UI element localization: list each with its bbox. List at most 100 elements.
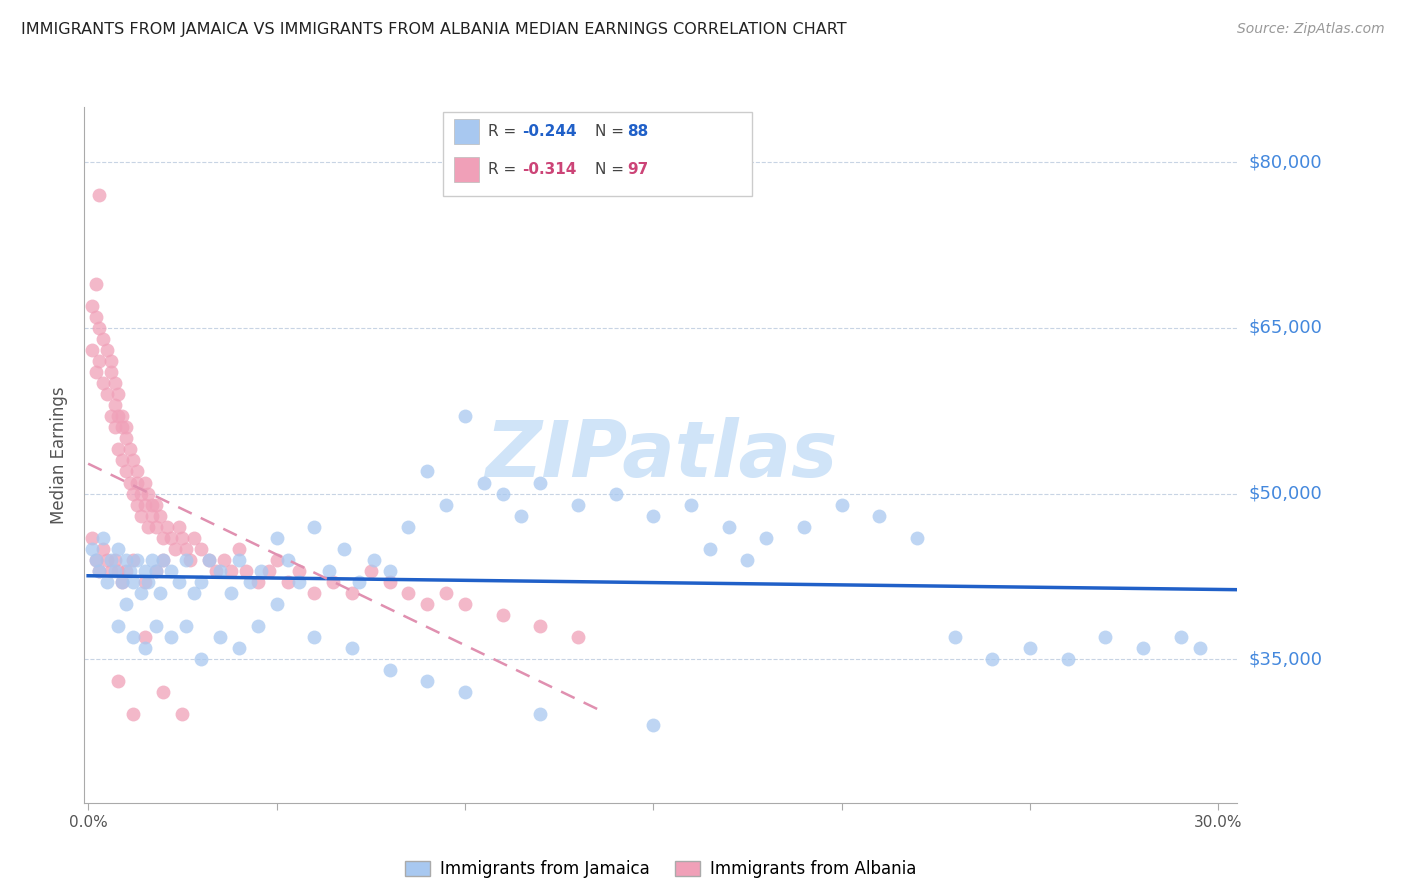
Point <box>266 597 288 611</box>
Point <box>643 508 665 523</box>
Point <box>699 541 721 556</box>
Point <box>103 564 125 578</box>
Point <box>302 519 325 533</box>
Point <box>111 420 134 434</box>
Point <box>91 376 114 391</box>
Point <box>96 574 118 589</box>
Point <box>103 553 125 567</box>
Point <box>605 486 627 500</box>
Point <box>111 409 134 424</box>
Point <box>134 564 156 578</box>
Point <box>363 553 385 567</box>
Point <box>868 508 890 523</box>
Point <box>118 564 141 578</box>
Point <box>156 519 179 533</box>
Text: R =: R = <box>488 124 522 138</box>
Point <box>96 387 118 401</box>
Point <box>529 707 551 722</box>
Point <box>138 519 160 533</box>
Point <box>91 332 114 346</box>
Point <box>172 707 194 722</box>
Point <box>529 475 551 490</box>
Point <box>257 564 280 578</box>
Point <box>717 519 740 533</box>
Text: $80,000: $80,000 <box>1249 153 1322 171</box>
Point <box>266 531 288 545</box>
Point <box>288 574 311 589</box>
Point <box>145 498 167 512</box>
Point <box>567 498 589 512</box>
Point <box>228 541 250 556</box>
Point <box>793 519 815 533</box>
Point <box>416 465 439 479</box>
Point <box>138 574 160 589</box>
Point <box>190 574 212 589</box>
Point <box>114 431 136 445</box>
Point <box>378 564 401 578</box>
Point <box>107 564 129 578</box>
Point <box>114 564 136 578</box>
Point <box>318 564 340 578</box>
Point <box>266 553 288 567</box>
Point <box>129 586 152 600</box>
Text: $50,000: $50,000 <box>1249 484 1322 502</box>
Point <box>277 553 299 567</box>
Point <box>89 321 111 335</box>
Point <box>114 597 136 611</box>
Point <box>1188 641 1211 656</box>
Point <box>1056 652 1078 666</box>
Point <box>114 465 136 479</box>
Point <box>302 586 325 600</box>
Point <box>679 498 702 512</box>
Point <box>190 652 212 666</box>
Point <box>111 453 134 467</box>
Point <box>239 574 262 589</box>
Point <box>84 553 107 567</box>
Text: IMMIGRANTS FROM JAMAICA VS IMMIGRANTS FROM ALBANIA MEDIAN EARNINGS CORRELATION C: IMMIGRANTS FROM JAMAICA VS IMMIGRANTS FR… <box>21 22 846 37</box>
Point <box>416 597 439 611</box>
Point <box>134 641 156 656</box>
Point <box>100 354 122 368</box>
Point <box>183 586 205 600</box>
Point <box>737 553 759 567</box>
Point <box>118 442 141 457</box>
Point <box>943 630 966 644</box>
Legend: Immigrants from Jamaica, Immigrants from Albania: Immigrants from Jamaica, Immigrants from… <box>398 854 924 885</box>
Point <box>302 630 325 644</box>
Text: $65,000: $65,000 <box>1249 319 1322 337</box>
Point <box>100 564 122 578</box>
Point <box>228 553 250 567</box>
Point <box>84 277 107 291</box>
Point <box>228 641 250 656</box>
Point <box>96 553 118 567</box>
Text: $35,000: $35,000 <box>1249 650 1323 668</box>
Point <box>340 641 363 656</box>
Point <box>114 420 136 434</box>
Point <box>208 630 231 644</box>
Point <box>103 376 125 391</box>
Point <box>80 531 103 545</box>
Point <box>145 619 167 633</box>
Point <box>197 553 219 567</box>
Point <box>183 531 205 545</box>
Point <box>212 553 235 567</box>
Point <box>127 553 149 567</box>
Point <box>174 541 197 556</box>
Text: -0.244: -0.244 <box>522 124 576 138</box>
Point <box>122 707 145 722</box>
Text: -0.314: -0.314 <box>522 162 576 177</box>
Point <box>152 685 174 699</box>
Point <box>149 586 172 600</box>
Point <box>1132 641 1154 656</box>
Point <box>160 564 183 578</box>
Point <box>122 630 145 644</box>
Point <box>755 531 778 545</box>
Point <box>91 541 114 556</box>
Point <box>100 365 122 379</box>
Point <box>160 531 183 545</box>
Point <box>100 409 122 424</box>
Point <box>179 553 201 567</box>
Point <box>103 420 125 434</box>
Point <box>80 541 103 556</box>
Point <box>416 674 439 689</box>
